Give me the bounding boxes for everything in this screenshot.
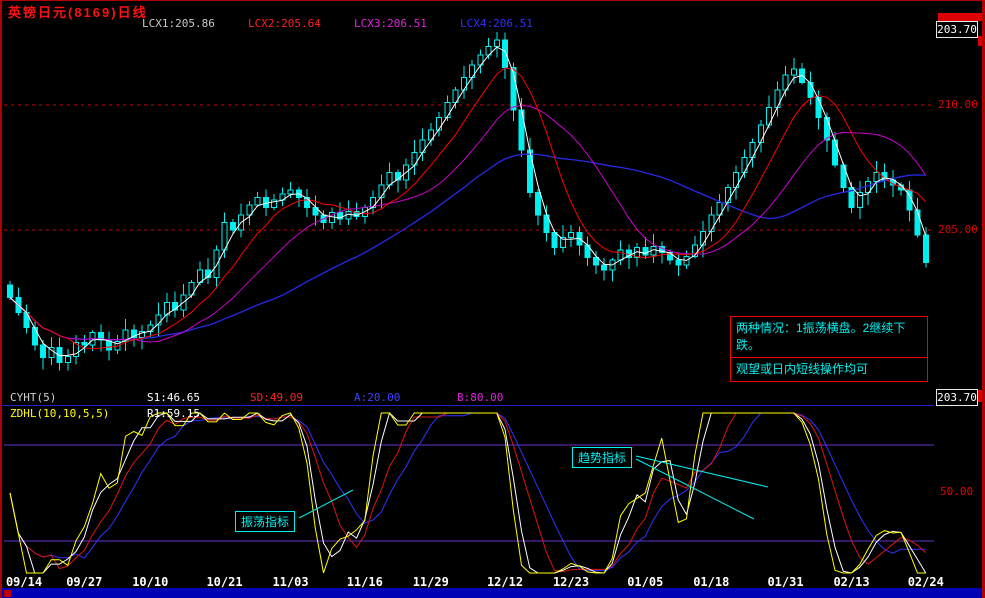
right-edge-red-marker-mid — [978, 390, 982, 402]
x-axis-date: 10/10 — [132, 575, 169, 589]
lcx4-value: LCX4:206.51 — [460, 17, 533, 30]
lcx1-value: LCX1:205.86 — [142, 17, 215, 30]
param-r1: R1:59.15 — [147, 407, 200, 420]
title-bar[interactable]: 英镑日元(8169)日线 — [2, 1, 982, 20]
x-axis-date: 12/12 — [486, 575, 524, 589]
param-sd: SD:49.09 — [250, 391, 303, 404]
indicator-params-row-1: CYHT(5) S1:46.65 SD:49.09 A:20.00 B:80.00 — [2, 391, 982, 405]
oscillation-indicator-label: 振荡指标 — [235, 511, 296, 532]
indicator-name-zdhl: ZDHL(10,10,5,5) — [10, 407, 110, 420]
x-axis-date: 01/31 — [767, 575, 804, 589]
x-axis-date: 09/14 — [5, 575, 43, 589]
param-a: A:20.00 — [354, 391, 401, 404]
indicator-name-cyht: CYHT(5) — [10, 391, 57, 404]
annotation-line-2: 观望或日内短线操作均可 — [736, 362, 869, 376]
titlebar-right-red-block — [938, 13, 982, 21]
x-axis-date: 10/21 — [206, 575, 243, 589]
param-b: B:80.00 — [457, 391, 504, 404]
oscillator-threshold-lines — [4, 444, 934, 542]
latest-price-marker-mid: 203.70 — [936, 389, 978, 406]
lcx3-value: LCX3:206.51 — [354, 17, 427, 30]
ma-legend-row: LCX1:205.86 LCX2:205.64 LCX3:206.51 LCX4:20… — [2, 17, 982, 31]
main-gridlines — [4, 104, 934, 231]
x-axis-date: 02/13 — [833, 575, 870, 589]
window-title: 英镑日元(8169)日线 — [8, 5, 148, 20]
price-axis: 210.00 205.00 — [938, 1, 982, 598]
taskbar-start-red-marker[interactable] — [4, 590, 11, 597]
x-axis-date: 12/23 — [552, 575, 590, 589]
x-axis-date: 11/16 — [346, 575, 383, 589]
latest-price-marker-top: 203.70 — [936, 21, 978, 38]
oscillator-lines — [9, 412, 927, 574]
price-axis-label: 210.00 — [938, 98, 978, 111]
moving-average-lines — [9, 46, 927, 357]
x-axis-dates-row: 09/14 09/27 10/10 10/21 11/03 11/16 11/29 12/12… — [2, 575, 982, 589]
trend-indicator-label: 趋势指标 — [572, 447, 633, 468]
param-s1: S1:46.65 — [147, 391, 200, 404]
taskbar[interactable] — [2, 588, 982, 598]
right-edge-red-marker-top — [978, 36, 982, 46]
oscillator-axis-label-50: 50.00 — [940, 485, 974, 498]
lcx2-value: LCX2:205.64 — [248, 17, 321, 30]
price-axis-label: 205.00 — [938, 223, 978, 236]
indicator-params-row-2: ZDHL(10,10,5,5) R1:59.15 — [2, 407, 982, 421]
x-axis-date: 01/05 — [627, 575, 664, 589]
x-axis-date: 02/24 — [907, 575, 944, 589]
x-axis-date: 11/03 — [272, 575, 309, 589]
x-axis-date: 09/27 — [66, 575, 103, 589]
annotation-line-1: 两种情况：1振荡横盘。2继续下跌。 — [731, 317, 927, 358]
x-axis-date: 11/29 — [412, 575, 449, 589]
annotation-box: 两种情况：1振荡横盘。2继续下跌。 观望或日内短线操作均可 — [730, 316, 928, 382]
callout-arrow-lines — [298, 455, 769, 520]
x-axis-date: 01/18 — [693, 575, 730, 589]
